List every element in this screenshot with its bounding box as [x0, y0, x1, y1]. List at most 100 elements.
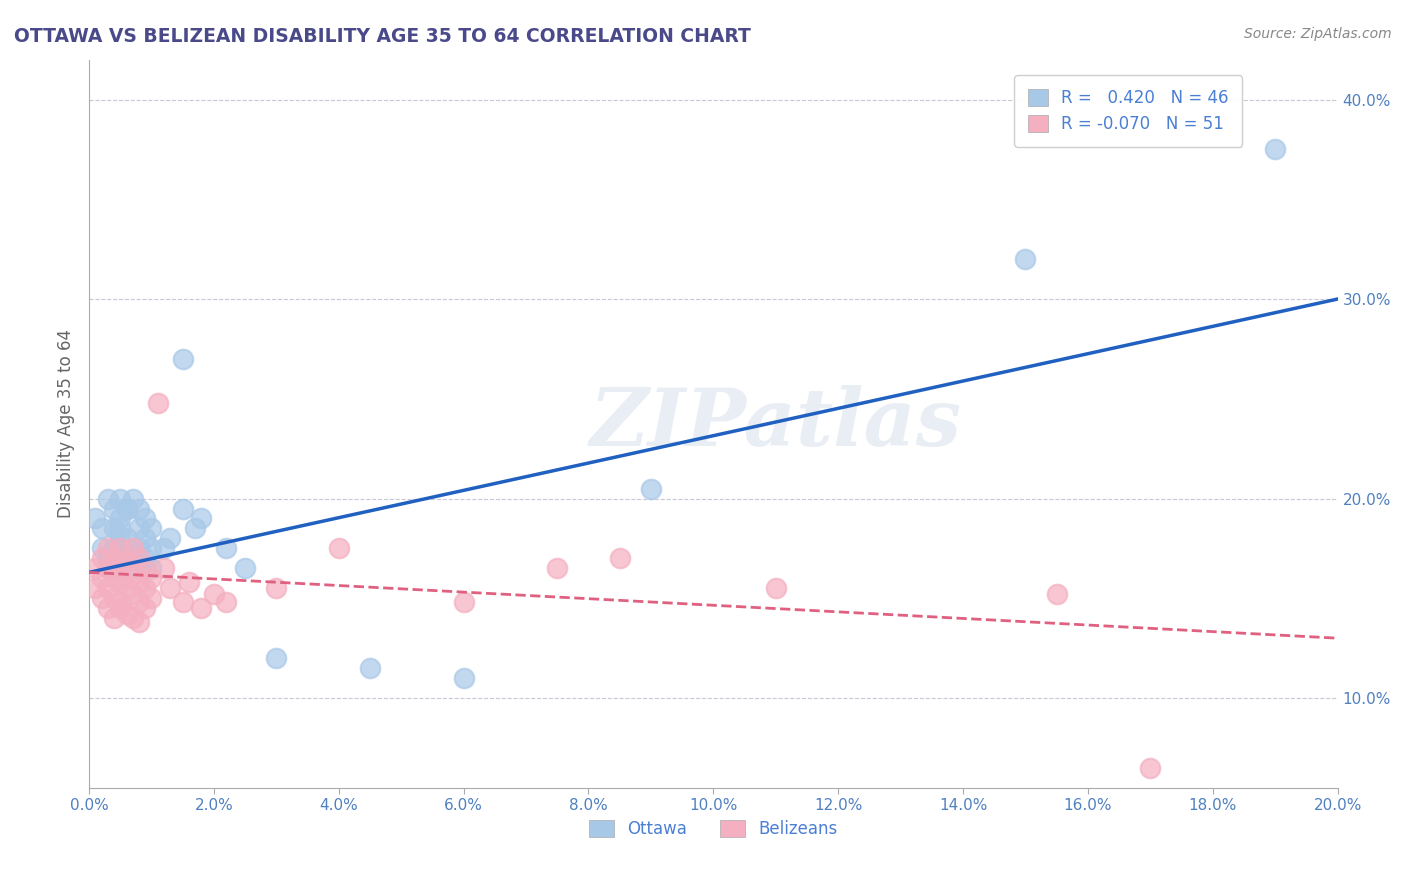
Point: [134, 551, 156, 566]
Point: [115, 607, 138, 622]
Point: [128, 551, 150, 566]
Point: [121, 587, 143, 601]
Text: OTTAWA VS BELIZEAN DISABILITY AGE 35 TO 64 CORRELATION CHART: OTTAWA VS BELIZEAN DISABILITY AGE 35 TO …: [14, 27, 751, 45]
Point: [190, 601, 212, 615]
Point: [90, 571, 112, 585]
Point: [153, 541, 176, 556]
Point: [172, 595, 194, 609]
Point: [103, 591, 125, 606]
Point: [128, 501, 150, 516]
Point: [202, 587, 225, 601]
Point: [121, 541, 143, 556]
Point: [103, 521, 125, 535]
Point: [609, 551, 631, 566]
Point: [640, 482, 662, 496]
Point: [128, 615, 150, 630]
Point: [159, 582, 181, 596]
Point: [84, 582, 107, 596]
Point: [134, 601, 156, 615]
Point: [115, 501, 138, 516]
Point: [215, 595, 238, 609]
Point: [84, 561, 107, 575]
Text: ZIPatlas: ZIPatlas: [589, 385, 962, 462]
Point: [110, 575, 132, 590]
Point: [97, 541, 120, 556]
Point: [172, 351, 194, 366]
Point: [90, 591, 112, 606]
Point: [453, 595, 475, 609]
Point: [190, 511, 212, 525]
Point: [110, 511, 132, 525]
Point: [233, 561, 256, 575]
Point: [110, 521, 132, 535]
Point: [97, 561, 120, 575]
Point: [90, 541, 112, 556]
Point: [128, 541, 150, 556]
Point: [159, 532, 181, 546]
Point: [121, 561, 143, 575]
Point: [103, 541, 125, 556]
Point: [141, 591, 163, 606]
Point: [177, 575, 200, 590]
Y-axis label: Disability Age 35 to 64: Disability Age 35 to 64: [58, 329, 75, 518]
Point: [97, 491, 120, 506]
Point: [110, 571, 132, 585]
Point: [141, 521, 163, 535]
Point: [115, 555, 138, 569]
Point: [134, 561, 156, 575]
Point: [359, 661, 381, 675]
Point: [121, 611, 143, 625]
Point: [110, 561, 132, 575]
Point: [110, 541, 132, 556]
Point: [328, 541, 350, 556]
Point: [90, 551, 112, 566]
Point: [97, 561, 120, 575]
Point: [110, 555, 132, 569]
Point: [141, 541, 163, 556]
Text: Source: ZipAtlas.com: Source: ZipAtlas.com: [1244, 27, 1392, 41]
Point: [765, 582, 787, 596]
Point: [172, 501, 194, 516]
Point: [128, 575, 150, 590]
Point: [1014, 252, 1036, 266]
Point: [146, 396, 169, 410]
Point: [103, 551, 125, 566]
Point: [134, 532, 156, 546]
Point: [141, 571, 163, 585]
Point: [266, 651, 288, 665]
Point: [110, 601, 132, 615]
Point: [115, 582, 138, 596]
Point: [1046, 587, 1069, 601]
Point: [121, 567, 143, 582]
Point: [1264, 142, 1286, 156]
Legend: Ottawa, Belizeans: Ottawa, Belizeans: [582, 814, 845, 845]
Point: [115, 501, 138, 516]
Point: [1139, 761, 1161, 775]
Point: [134, 582, 156, 596]
Point: [115, 551, 138, 566]
Point: [90, 521, 112, 535]
Point: [453, 671, 475, 685]
Point: [110, 532, 132, 546]
Point: [103, 611, 125, 625]
Point: [103, 571, 125, 585]
Point: [103, 501, 125, 516]
Point: [153, 561, 176, 575]
Point: [110, 595, 132, 609]
Point: [215, 541, 238, 556]
Point: [121, 491, 143, 506]
Point: [97, 601, 120, 615]
Point: [141, 561, 163, 575]
Point: [546, 561, 568, 575]
Point: [184, 521, 207, 535]
Point: [84, 511, 107, 525]
Point: [128, 521, 150, 535]
Point: [121, 541, 143, 556]
Point: [97, 582, 120, 596]
Point: [128, 595, 150, 609]
Point: [115, 532, 138, 546]
Point: [110, 491, 132, 506]
Point: [134, 511, 156, 525]
Point: [97, 551, 120, 566]
Point: [266, 582, 288, 596]
